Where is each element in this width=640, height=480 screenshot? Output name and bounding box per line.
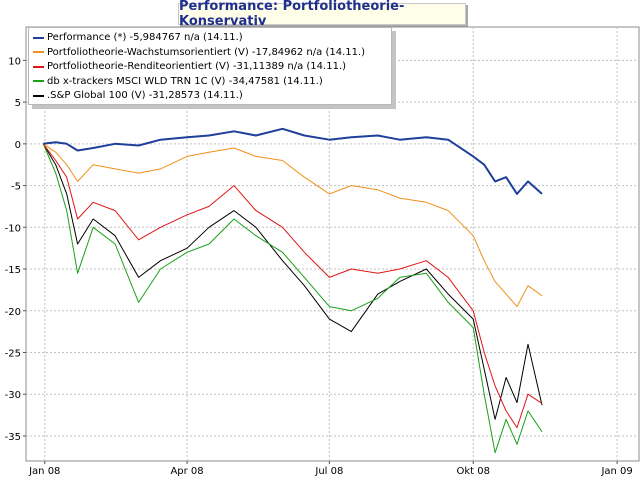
legend-swatch <box>33 51 44 53</box>
y-tick-label: 0 <box>15 140 21 151</box>
series-line-3 <box>42 143 543 429</box>
x-tick-label: Jul 08 <box>314 466 343 477</box>
legend-item: Portfoliotheorie-Wachstumsorientiert (V)… <box>33 45 365 60</box>
y-tick-label: -25 <box>5 349 21 360</box>
legend-label: Portfoliotheorie-Renditeorientiert (V) -… <box>47 61 347 72</box>
legend-swatch <box>33 80 44 82</box>
legend-label: .S&P Global 100 (V) -31,28573 (14.11.) <box>47 90 243 101</box>
y-tick-label: -35 <box>5 432 21 443</box>
legend-item: db x-trackers MSCI WLD TRN 1C (V) -34,47… <box>33 74 323 89</box>
legend: Performance (*) -5,984767 n/a (14.11.) Po… <box>28 27 392 105</box>
axes: 10 5 0 -5 -10 -15 -20 -25 -30 -35 Jan 08 Apr 08 Jul … <box>5 56 633 477</box>
x-tick-label: Okt 08 <box>456 466 490 477</box>
legend-item: Performance (*) -5,984767 n/a (14.11.) <box>33 30 243 45</box>
series-line-2 <box>42 143 543 308</box>
y-tick-label: -20 <box>5 307 21 318</box>
legend-label: Performance (*) -5,984767 n/a (14.11.) <box>47 32 243 43</box>
series-line-4 <box>42 143 543 454</box>
series-line-1 <box>43 127 543 195</box>
chart-title: Performance: Portfoliotheorie-Konservati… <box>178 0 466 29</box>
series-lines <box>42 127 543 454</box>
y-tick-label: -5 <box>11 182 21 193</box>
y-tick-label: -15 <box>5 265 21 276</box>
x-tick-label: Jan 09 <box>600 466 632 477</box>
legend-swatch <box>33 65 44 68</box>
legend-item: Portfoliotheorie-Renditeorientiert (V) -… <box>33 59 346 74</box>
y-tick-label: -30 <box>5 390 21 401</box>
y-tick-label: 5 <box>15 98 21 109</box>
series-line-5 <box>42 143 543 420</box>
y-tick-label: 10 <box>8 56 21 67</box>
x-tick-label: Apr 08 <box>170 466 203 477</box>
legend-label: db x-trackers MSCI WLD TRN 1C (V) -34,47… <box>47 75 323 87</box>
x-tick-label: Jan 08 <box>28 466 60 477</box>
y-tick-label: -10 <box>5 223 21 234</box>
legend-swatch <box>33 36 44 39</box>
legend-label: Portfoliotheorie-Wachstumsorientiert (V)… <box>47 46 366 58</box>
legend-swatch <box>33 94 44 97</box>
legend-item: .S&P Global 100 (V) -31,28573 (14.11.) <box>33 88 243 103</box>
